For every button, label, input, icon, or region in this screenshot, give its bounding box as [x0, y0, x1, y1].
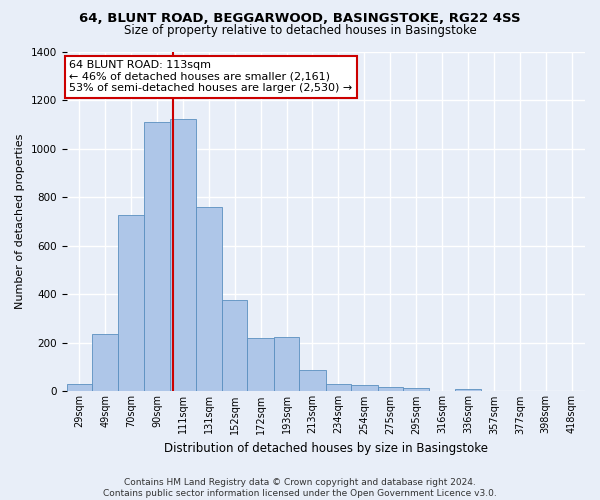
Bar: [299, 370, 326, 392]
Bar: [274, 337, 299, 392]
Bar: [92, 334, 118, 392]
Text: 64, BLUNT ROAD, BEGGARWOOD, BASINGSTOKE, RG22 4SS: 64, BLUNT ROAD, BEGGARWOOD, BASINGSTOKE,…: [79, 12, 521, 26]
Bar: [170, 120, 196, 392]
Y-axis label: Number of detached properties: Number of detached properties: [15, 134, 25, 309]
Bar: [247, 338, 274, 392]
Bar: [222, 300, 247, 392]
X-axis label: Distribution of detached houses by size in Basingstoke: Distribution of detached houses by size …: [164, 442, 488, 455]
Bar: [377, 386, 403, 392]
Text: Contains HM Land Registry data © Crown copyright and database right 2024.
Contai: Contains HM Land Registry data © Crown c…: [103, 478, 497, 498]
Bar: [455, 389, 481, 392]
Bar: [67, 384, 92, 392]
Text: Size of property relative to detached houses in Basingstoke: Size of property relative to detached ho…: [124, 24, 476, 37]
Bar: [196, 207, 222, 392]
Bar: [403, 388, 430, 392]
Bar: [118, 216, 143, 392]
Text: 64 BLUNT ROAD: 113sqm
← 46% of detached houses are smaller (2,161)
53% of semi-d: 64 BLUNT ROAD: 113sqm ← 46% of detached …: [69, 60, 352, 93]
Bar: [143, 122, 170, 392]
Bar: [326, 384, 351, 392]
Bar: [351, 386, 377, 392]
